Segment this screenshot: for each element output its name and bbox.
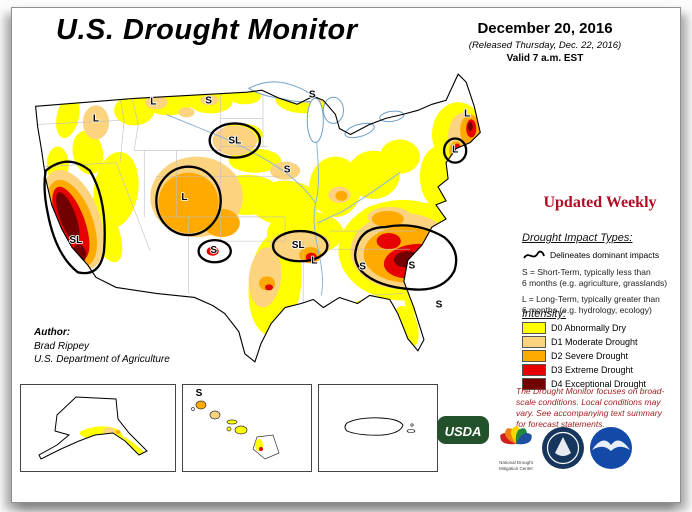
impact-label-l: L bbox=[311, 255, 317, 266]
author-org: U.S. Department of Agriculture bbox=[34, 354, 170, 365]
long-term-definition: L = Long-Term, typically greater than 6 … bbox=[522, 294, 692, 316]
impact-types-section: Drought Impact Types: Delineates dominan… bbox=[522, 232, 692, 316]
impact-label-s: S bbox=[205, 95, 212, 106]
island-culebra bbox=[410, 423, 414, 427]
impact-label-sl: SL bbox=[69, 235, 82, 246]
impact-label-l: L bbox=[93, 113, 99, 124]
lake-huron bbox=[322, 96, 344, 124]
island-vieques bbox=[406, 429, 416, 433]
short-term-line1: S = Short-Term, typically less than bbox=[522, 267, 651, 277]
puerto-rico-inset bbox=[318, 384, 438, 472]
short-term-definition: S = Short-Term, typically less than 6 mo… bbox=[522, 267, 692, 289]
legend-label: D1 Moderate Drought bbox=[551, 337, 638, 347]
impact-label-l: L bbox=[150, 96, 156, 107]
us-border-outline bbox=[34, 73, 481, 363]
disclaimer-text: The Drought Monitor focuses on broad-sca… bbox=[516, 386, 665, 430]
alaska-outline bbox=[38, 396, 148, 460]
impact-label-s: S bbox=[436, 300, 443, 311]
page-title: U.S. Drought Monitor bbox=[56, 14, 358, 46]
legend-item-d4: D4 Exceptional Drought bbox=[522, 378, 692, 390]
ndmc-logo-text-line2: Mitigation Center bbox=[499, 466, 534, 471]
map-date: December 20, 2016 bbox=[477, 20, 613, 37]
legend-item-d3: D3 Extreme Drought bbox=[522, 364, 692, 376]
delineates-row: Delineates dominant impacts bbox=[522, 248, 692, 262]
ndmc-pinwheel-icon bbox=[500, 426, 532, 445]
legend-swatch bbox=[522, 322, 546, 334]
impact-label-l: L bbox=[452, 145, 458, 156]
island-lanai bbox=[226, 426, 232, 432]
delineates-label: Delineates dominant impacts bbox=[550, 250, 660, 260]
short-term-line2: 6 months (e.g. agriculture, grasslands) bbox=[522, 278, 668, 289]
legend-label: D3 Extreme Drought bbox=[551, 365, 634, 375]
author-block: Author: Brad Rippey U.S. Department of A… bbox=[34, 326, 170, 367]
island-molokai bbox=[226, 419, 238, 425]
intensity-section: Intensity: D0 Abnormally Dry D1 Moderate … bbox=[522, 308, 692, 390]
island-niihau bbox=[191, 407, 195, 411]
valid-time: Valid 7 a.m. EST bbox=[506, 52, 584, 64]
legend-swatch bbox=[522, 350, 546, 362]
impact-label-l: L bbox=[181, 192, 187, 203]
puerto-rico-map bbox=[344, 417, 416, 436]
legend-item-d2: D2 Severe Drought bbox=[522, 350, 692, 362]
impact-label-s: S bbox=[309, 89, 316, 100]
author-name: Brad Rippey bbox=[34, 340, 90, 352]
puerto-rico-outline bbox=[344, 417, 404, 436]
intensity-heading: Intensity: bbox=[522, 308, 567, 320]
ndmc-logo-text-line1: National Drought bbox=[499, 460, 534, 465]
delineation-squiggle-icon bbox=[523, 250, 545, 259]
impact-label-s: S bbox=[210, 245, 217, 256]
impact-delineations bbox=[43, 122, 468, 291]
legend-label: D4 Exceptional Drought bbox=[551, 379, 647, 389]
long-term-line2: 6 months (e.g. hydrology, ecology) bbox=[522, 305, 652, 316]
updated-weekly-note: Updated Weekly bbox=[543, 194, 657, 211]
legend-label: D2 Severe Drought bbox=[551, 351, 629, 361]
legend-swatch bbox=[522, 336, 546, 348]
drought-layer-d0 bbox=[46, 77, 481, 350]
island-oahu bbox=[209, 410, 221, 420]
impact-types-heading: Drought Impact Types: bbox=[522, 232, 633, 244]
usda-logo-text: USDA bbox=[445, 424, 482, 439]
alaska-map bbox=[38, 396, 148, 460]
author-heading: Author: bbox=[34, 327, 71, 338]
hawaii-impact-label: S bbox=[196, 388, 203, 399]
lake-michigan bbox=[306, 97, 324, 144]
impact-label-l: L bbox=[464, 108, 470, 119]
usda-logo: USDA bbox=[436, 412, 490, 453]
date-block: December 20, 2016 (Released Thursday, De… bbox=[418, 20, 672, 65]
island-maui bbox=[234, 425, 248, 435]
drought-mitigation-center-logo: National Drought Mitigation Center bbox=[494, 424, 538, 481]
legend-item-d0: D0 Abnormally Dry bbox=[522, 322, 692, 334]
island-kauai bbox=[195, 400, 207, 410]
impact-label-sl: SL bbox=[228, 136, 241, 147]
legend-label: D0 Abnormally Dry bbox=[551, 323, 627, 333]
impact-label-s: S bbox=[359, 261, 366, 272]
lake-ontario bbox=[379, 110, 405, 123]
impact-label-sl: SL bbox=[292, 240, 305, 251]
noaa-logo bbox=[588, 424, 634, 479]
impact-label-s: S bbox=[284, 165, 291, 176]
drought-monitor-page: U.S. Drought Monitor December 20, 2016 (… bbox=[11, 7, 681, 503]
release-date: (Released Thursday, Dec. 22, 2016) bbox=[468, 39, 622, 51]
hawaii-inset: S bbox=[182, 384, 312, 472]
legend-swatch bbox=[522, 364, 546, 376]
impact-label-s: S bbox=[409, 260, 416, 271]
department-of-commerce-seal bbox=[540, 424, 586, 479]
state-boundaries bbox=[37, 92, 416, 306]
intensity-legend: D0 Abnormally Dry D1 Moderate Drought D2 S… bbox=[522, 322, 692, 390]
long-term-line1: L = Long-Term, typically greater than bbox=[522, 294, 660, 305]
legend-item-d1: D1 Moderate Drought bbox=[522, 336, 692, 348]
hawaii-map: S bbox=[191, 387, 280, 460]
legend-swatch bbox=[522, 378, 546, 390]
alaska-inset bbox=[20, 384, 176, 472]
great-lakes bbox=[247, 81, 405, 144]
